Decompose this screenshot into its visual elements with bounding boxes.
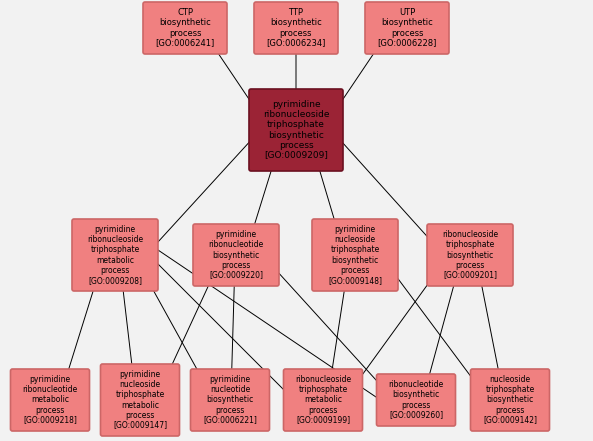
Text: pyrimidine
ribonucleotide
biosynthetic
process
[GO:0009220]: pyrimidine ribonucleotide biosynthetic p… [208,230,264,280]
Text: ribonucleotide
biosynthetic
process
[GO:0009260]: ribonucleotide biosynthetic process [GO:… [388,381,444,419]
Text: UTP
biosynthetic
process
[GO:0006228]: UTP biosynthetic process [GO:0006228] [377,8,436,48]
FancyBboxPatch shape [143,2,227,54]
FancyBboxPatch shape [365,2,449,54]
FancyBboxPatch shape [100,364,180,436]
FancyBboxPatch shape [249,89,343,171]
Text: pyrimidine
ribonucleotide
metabolic
process
[GO:0009218]: pyrimidine ribonucleotide metabolic proc… [23,375,78,425]
Text: pyrimidine
nucleoside
triphosphate
biosynthetic
process
[GO:0009148]: pyrimidine nucleoside triphosphate biosy… [328,225,382,284]
Text: nucleoside
triphosphate
biosynthetic
process
[GO:0009142]: nucleoside triphosphate biosynthetic pro… [483,375,537,425]
FancyBboxPatch shape [470,369,550,431]
FancyBboxPatch shape [193,224,279,286]
FancyBboxPatch shape [11,369,90,431]
FancyBboxPatch shape [427,224,513,286]
FancyBboxPatch shape [377,374,455,426]
Text: pyrimidine
nucleotide
biosynthetic
process
[GO:0006221]: pyrimidine nucleotide biosynthetic proce… [203,375,257,425]
Text: CTP
biosynthetic
process
[GO:0006241]: CTP biosynthetic process [GO:0006241] [155,8,215,48]
Text: pyrimidine
nucleoside
triphosphate
metabolic
process
[GO:0009147]: pyrimidine nucleoside triphosphate metab… [113,370,167,430]
Text: pyrimidine
ribonucleoside
triphosphate
metabolic
process
[GO:0009208]: pyrimidine ribonucleoside triphosphate m… [87,225,143,284]
Text: ribonucleoside
triphosphate
biosynthetic
process
[GO:0009201]: ribonucleoside triphosphate biosynthetic… [442,230,498,280]
FancyBboxPatch shape [72,219,158,291]
Text: ribonucleoside
triphosphate
metabolic
process
[GO:0009199]: ribonucleoside triphosphate metabolic pr… [295,375,351,425]
FancyBboxPatch shape [312,219,398,291]
FancyBboxPatch shape [254,2,338,54]
FancyBboxPatch shape [283,369,362,431]
Text: TTP
biosynthetic
process
[GO:0006234]: TTP biosynthetic process [GO:0006234] [266,8,326,48]
Text: pyrimidine
ribonucleoside
triphosphate
biosynthetic
process
[GO:0009209]: pyrimidine ribonucleoside triphosphate b… [263,101,329,160]
FancyBboxPatch shape [190,369,269,431]
